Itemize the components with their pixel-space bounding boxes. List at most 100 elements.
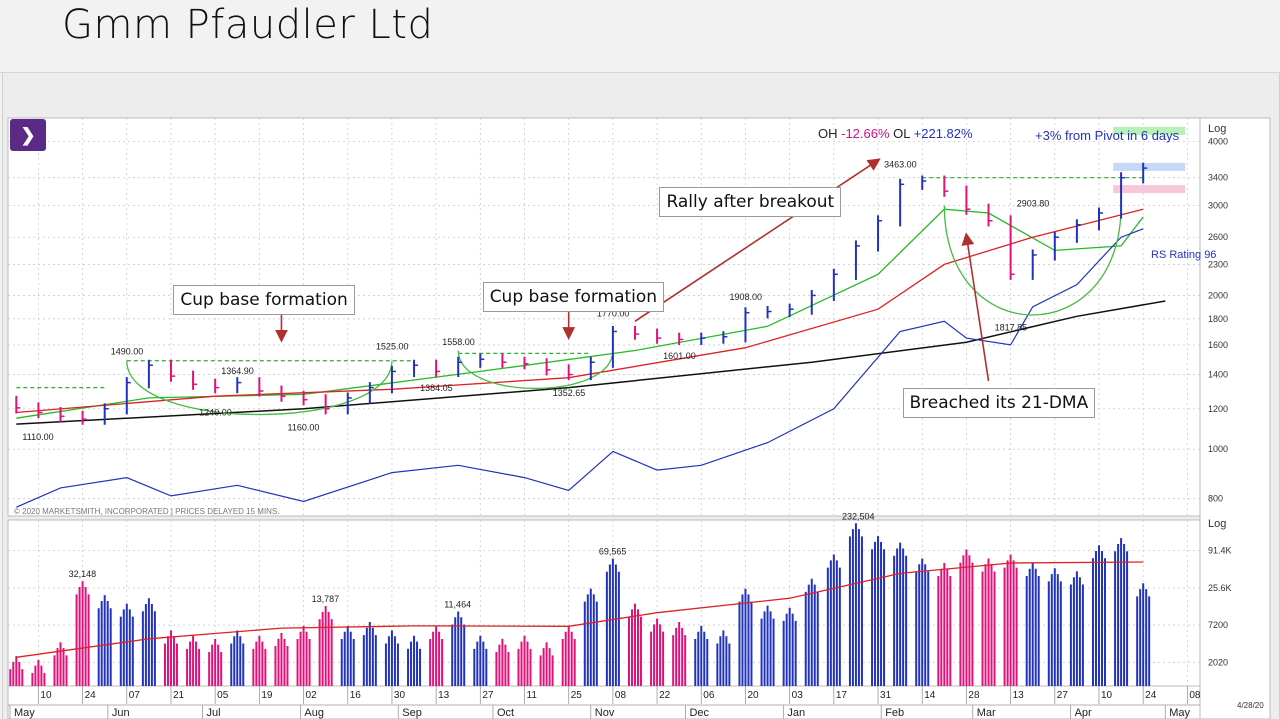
- right-axis-pane: [1199, 117, 1271, 719]
- date-tick-label: 27: [1057, 690, 1069, 701]
- header-stats: OH -12.66% OL +221.82%: [818, 126, 973, 141]
- as-of-date: 4/28/20: [1237, 701, 1264, 710]
- volume-tick-label: 91.4K: [1208, 546, 1232, 556]
- date-tick-label: 28: [968, 690, 980, 701]
- volume-tick-label: 25.6K: [1208, 583, 1232, 593]
- month-label: Apr: [1075, 707, 1092, 719]
- price-label: 1601.00: [663, 351, 696, 361]
- ma-slow-line: [16, 300, 1166, 425]
- cup-arc: [457, 350, 614, 390]
- pivot-note: +3% from Pivot in 6 days: [1035, 128, 1180, 143]
- date-tick-label: 24: [85, 690, 97, 701]
- date-tick-label: 10: [1101, 690, 1113, 701]
- copyright-note: © 2020 MARKETSMITH, INCORPORATED | PRICE…: [14, 507, 280, 516]
- date-tick-label: 03: [792, 690, 804, 701]
- date-tick-label: 16: [350, 690, 362, 701]
- rs-line: [16, 228, 1144, 508]
- date-axis-pane: [7, 685, 1201, 719]
- price-tick-label: 3000: [1208, 200, 1228, 210]
- annotation-box: Breached its 21-DMA: [902, 388, 1096, 419]
- pivot-band: [1113, 185, 1186, 194]
- price-label: 1558.00: [442, 337, 475, 347]
- date-tick-label: 20: [747, 690, 759, 701]
- price-label: 1817.85: [995, 323, 1028, 333]
- chevron-right-icon[interactable]: ❯: [10, 119, 46, 151]
- price-label: 3463.00: [884, 160, 917, 170]
- price-label: 2903.80: [1017, 199, 1050, 209]
- cup-arc: [126, 360, 393, 416]
- date-tick-label: 21: [173, 690, 185, 701]
- date-tick-label: 27: [482, 690, 494, 701]
- cup-arc: [943, 205, 1122, 316]
- date-tick-label: 17: [836, 690, 848, 701]
- price-tick-label: 2000: [1208, 290, 1228, 300]
- month-label: May: [1169, 707, 1190, 719]
- volume-tick-label: 7200: [1208, 620, 1228, 630]
- volume-label: 32,148: [69, 569, 97, 579]
- price-label: 1160.00: [288, 422, 320, 432]
- annotation-box: Cup base formation: [173, 284, 355, 315]
- date-tick-label: 11: [527, 690, 538, 701]
- date-tick-label: 08: [1189, 690, 1201, 701]
- annotation-arrow: [961, 232, 990, 382]
- month-label: Feb: [885, 707, 904, 719]
- price-label: 1352.65: [553, 388, 586, 398]
- month-label: Jan: [787, 707, 805, 719]
- page-title: Gmm Pfaudler Ltd: [62, 2, 434, 48]
- price-tick-label: 4000: [1208, 137, 1228, 147]
- month-label: Nov: [595, 707, 615, 719]
- volume-label: 11,464: [444, 599, 471, 609]
- pivot-band: [1113, 126, 1186, 135]
- date-tick-label: 02: [306, 690, 318, 701]
- price-label: 1525.00: [376, 342, 409, 352]
- price-tick-label: 1400: [1208, 370, 1228, 380]
- price-axis-label: Log: [1208, 123, 1226, 135]
- volume-label: 69,565: [599, 547, 627, 557]
- month-label: Dec: [689, 707, 709, 719]
- price-tick-label: 1600: [1208, 340, 1228, 350]
- date-tick-label: 10: [40, 690, 52, 701]
- price-label: 1908.00: [729, 292, 762, 302]
- pivot-band: [1113, 162, 1186, 171]
- date-tick-label: 31: [880, 690, 892, 701]
- price-tick-label: 1000: [1208, 444, 1228, 454]
- ma-mid-line: [16, 208, 1144, 414]
- date-tick-label: 22: [659, 690, 671, 701]
- price-tick-label: 1800: [1208, 314, 1228, 324]
- price-tick-label: 3400: [1208, 173, 1228, 183]
- price-label: 1240.00: [199, 407, 232, 417]
- price-tick-label: 2300: [1208, 259, 1228, 269]
- month-label: Sep: [402, 707, 422, 719]
- date-tick-label: 19: [261, 690, 273, 701]
- price-label: 1770.00: [597, 309, 630, 319]
- date-tick-label: 05: [217, 690, 229, 701]
- volume-label: 13,787: [312, 594, 340, 604]
- month-label: May: [14, 707, 35, 719]
- month-label: Aug: [304, 707, 324, 719]
- date-tick-label: 30: [394, 690, 406, 701]
- price-label: 1384.05: [420, 383, 453, 393]
- month-label: Mar: [977, 707, 996, 719]
- date-tick-label: 24: [1145, 690, 1157, 701]
- rs-rating-label: RS Rating 96: [1151, 249, 1216, 261]
- volume-pane: [7, 519, 1201, 687]
- price-tick-label: 2600: [1208, 232, 1228, 242]
- date-tick-label: 08: [615, 690, 627, 701]
- month-label: Jul: [207, 707, 221, 719]
- price-tick-label: 1200: [1208, 404, 1228, 414]
- date-tick-label: 13: [1013, 690, 1025, 701]
- date-tick-label: 06: [703, 690, 715, 701]
- price-label: 1364.90: [221, 366, 254, 376]
- date-tick-label: 13: [438, 690, 450, 701]
- price-label: 1110.00: [22, 432, 53, 442]
- month-label: Oct: [497, 707, 514, 719]
- price-label: 1490.00: [111, 347, 144, 357]
- price-pane: [7, 117, 1201, 517]
- volume-label: 232,504: [842, 511, 875, 521]
- date-tick-label: 07: [129, 690, 141, 701]
- price-tick-label: 800: [1208, 494, 1223, 504]
- date-tick-label: 25: [571, 690, 583, 701]
- volume-average-line: [16, 561, 1144, 658]
- date-tick-label: 14: [924, 690, 936, 701]
